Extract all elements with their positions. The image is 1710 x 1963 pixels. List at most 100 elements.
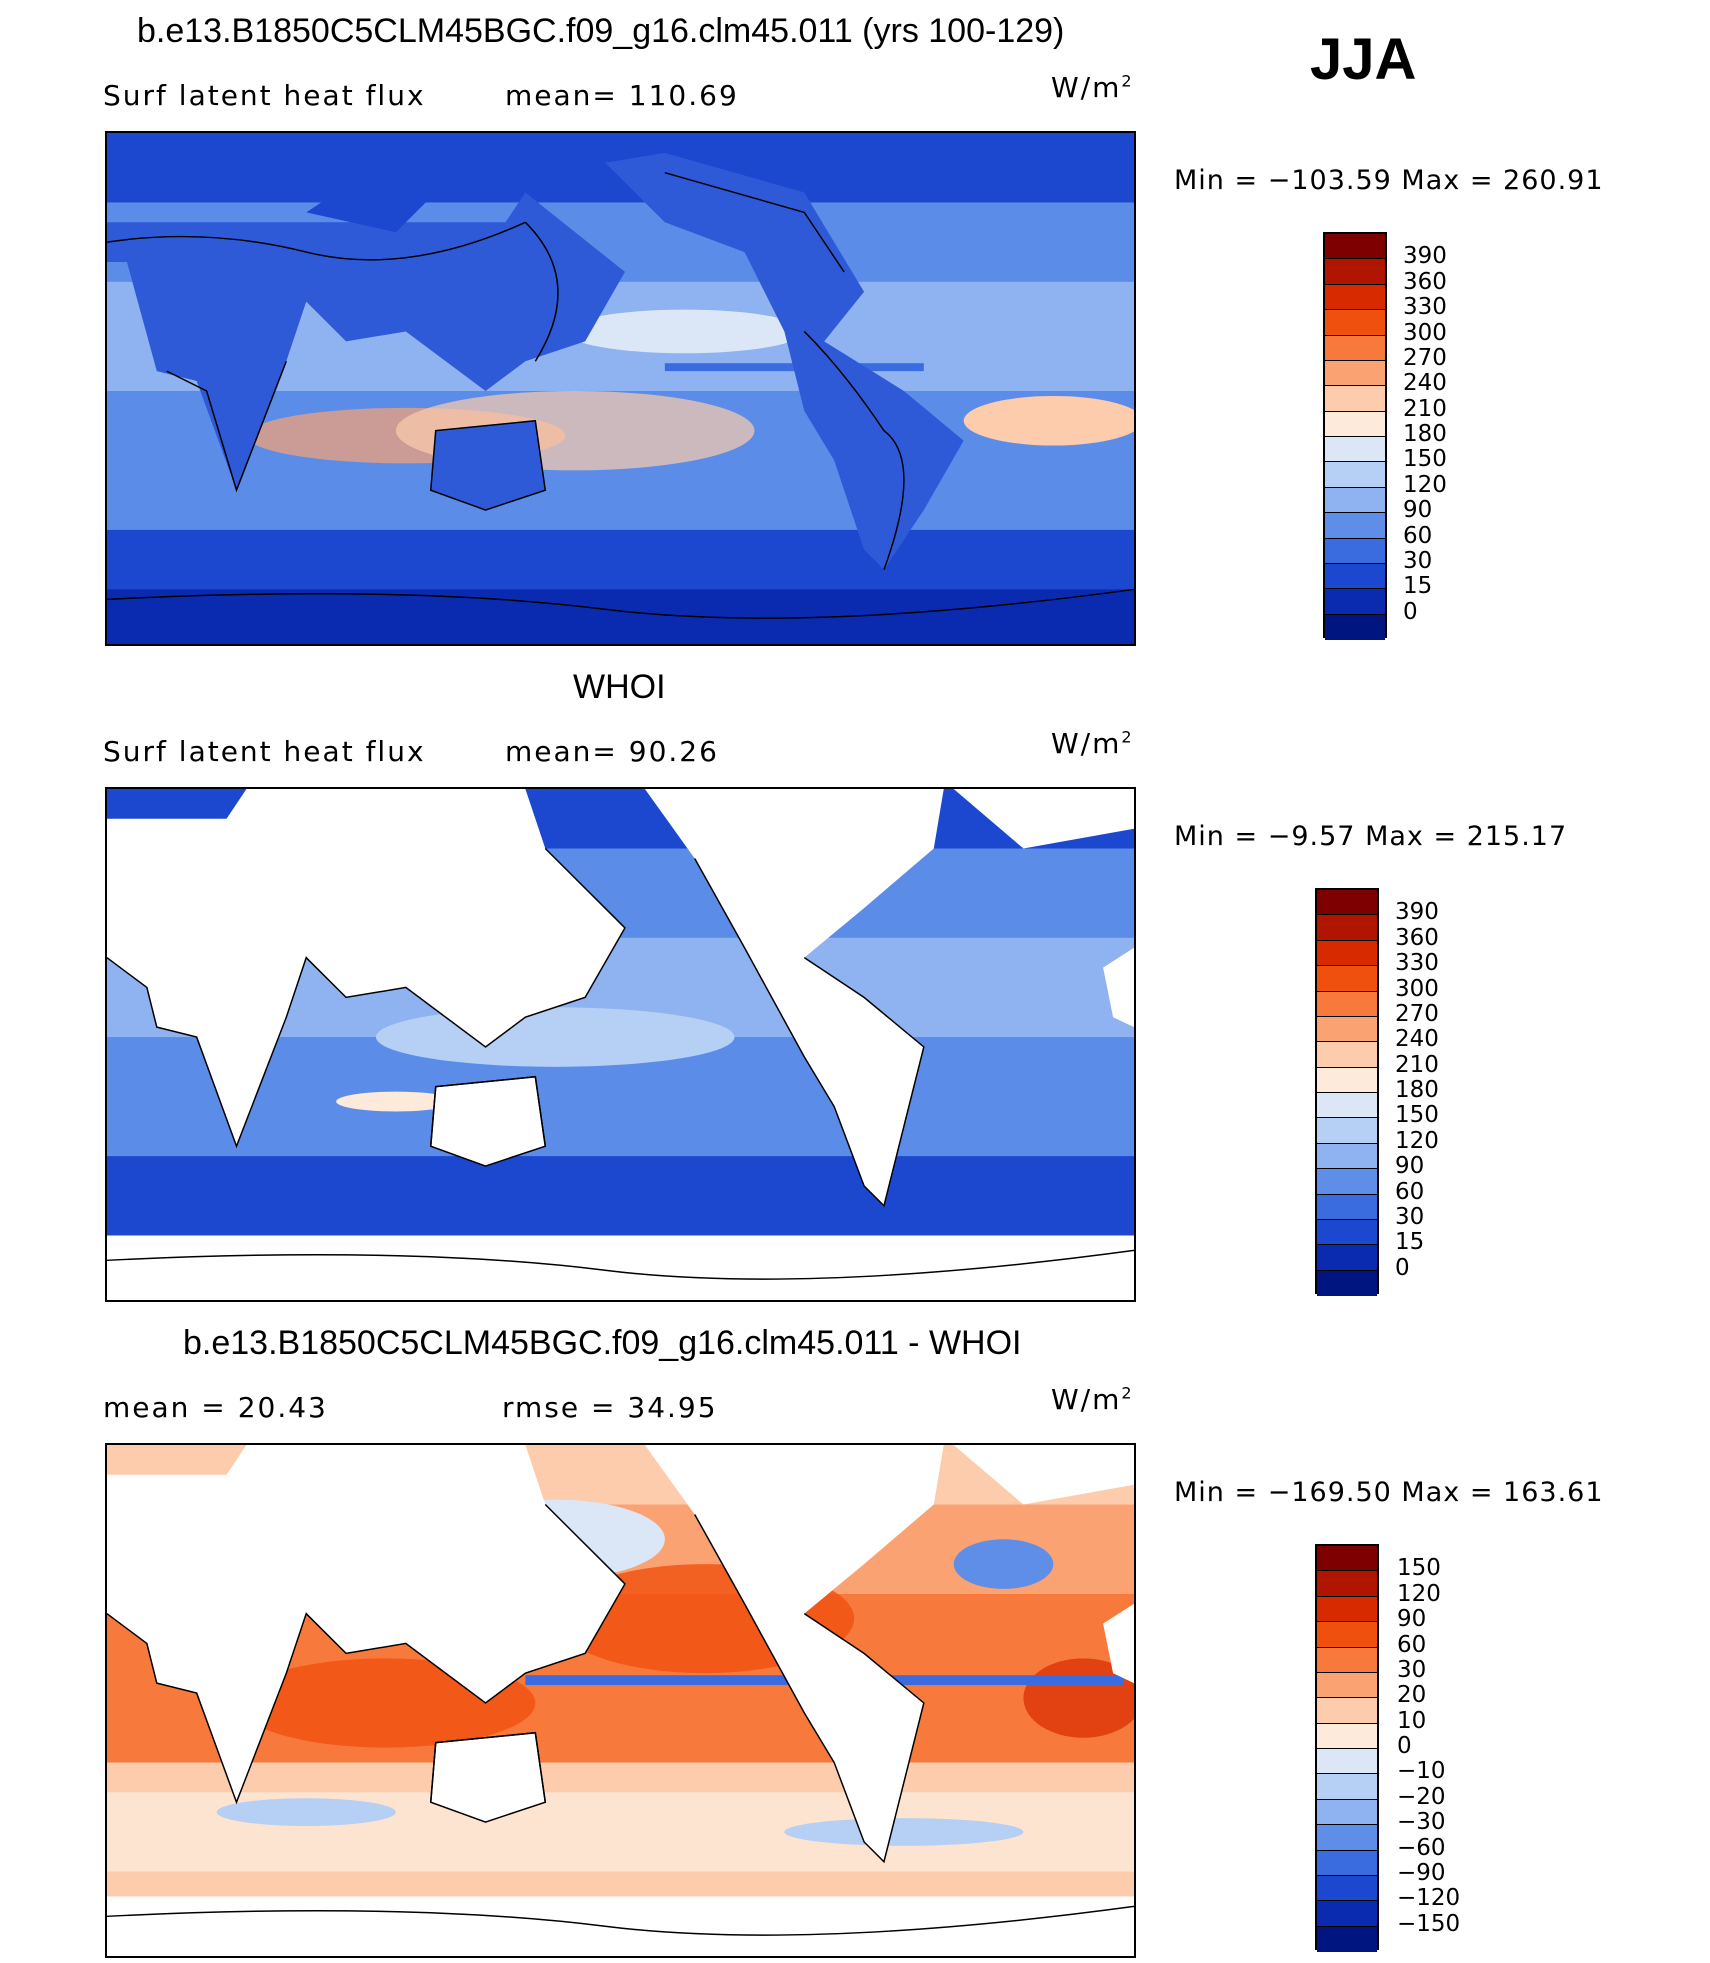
panel-title: b.e13.B1850C5CLM45BGC.f09_g16.clm45.011 … bbox=[183, 1324, 1022, 1362]
colorbar-tick-label: 0 bbox=[1397, 1733, 1412, 1759]
model-map bbox=[105, 131, 1136, 646]
colorbar-tick-label: 0 bbox=[1395, 1254, 1410, 1281]
colorbar-box bbox=[1317, 1799, 1377, 1826]
colorbar-box bbox=[1317, 1118, 1377, 1144]
colorbar-box bbox=[1317, 1546, 1377, 1572]
colorbar-box bbox=[1317, 1875, 1377, 1902]
variable-label: Surf latent heat flux bbox=[103, 735, 426, 768]
colorbar-tick-label: 360 bbox=[1403, 268, 1447, 295]
colorbar-box bbox=[1317, 1926, 1377, 1952]
colorbar-box bbox=[1317, 1219, 1377, 1246]
colorbar-tick-label: 90 bbox=[1395, 1153, 1425, 1180]
colorbar-tick-label: 150 bbox=[1397, 1555, 1441, 1582]
colorbar-box bbox=[1317, 991, 1377, 1017]
colorbar-tick-label: 240 bbox=[1403, 370, 1447, 397]
min-max-label: Min = −169.50 Max = 163.61 bbox=[1174, 1477, 1604, 1508]
colorbar-tick-label: 270 bbox=[1403, 344, 1447, 371]
colorbar-tick-label: 15 bbox=[1403, 573, 1433, 600]
colorbar-box bbox=[1317, 1647, 1377, 1673]
colorbar-box bbox=[1317, 1270, 1377, 1296]
colorbar-box bbox=[1325, 538, 1385, 564]
colorbar-box bbox=[1325, 360, 1385, 387]
colorbar-tick-label: 120 bbox=[1395, 1127, 1439, 1154]
colorbar-box bbox=[1325, 386, 1385, 412]
difference-map bbox=[105, 1443, 1136, 1958]
colorbar-box bbox=[1317, 1825, 1377, 1851]
colorbar-box bbox=[1317, 1143, 1377, 1170]
colorbar-tick-label: 60 bbox=[1395, 1178, 1425, 1205]
colorbar-tick-label: 360 bbox=[1395, 924, 1439, 951]
colorbar-box bbox=[1317, 1901, 1377, 1927]
colorbar-box bbox=[1325, 335, 1385, 361]
colorbar-box bbox=[1325, 284, 1385, 311]
colorbar-tick-label: −150 bbox=[1397, 1910, 1461, 1937]
colorbar-tick-label: −20 bbox=[1397, 1783, 1446, 1810]
season-label: JJA bbox=[1310, 27, 1417, 92]
panel-title: WHOI bbox=[573, 668, 666, 706]
colorbar-tick-label: 20 bbox=[1397, 1682, 1427, 1709]
colorbar-tick-label: 210 bbox=[1403, 395, 1447, 422]
colorbar-tick-label: 330 bbox=[1403, 294, 1447, 321]
colorbar-box bbox=[1317, 966, 1377, 992]
colorbar-tick-label: 300 bbox=[1403, 319, 1447, 346]
colorbar-tick-label: 90 bbox=[1403, 497, 1433, 524]
units-label: W/m2 bbox=[1051, 1383, 1134, 1416]
colorbar-box bbox=[1317, 1596, 1377, 1623]
colorbar-tick-label: 10 bbox=[1397, 1707, 1427, 1734]
colorbar-tick-label: 180 bbox=[1395, 1077, 1439, 1103]
rmse-label: rmse = 34.95 bbox=[502, 1391, 718, 1424]
colorbar-box bbox=[1317, 1672, 1377, 1699]
colorbar-box bbox=[1317, 915, 1377, 941]
colorbar-tick-label: 270 bbox=[1395, 1000, 1439, 1027]
colorbar-box bbox=[1325, 310, 1385, 336]
variable-label: Surf latent heat flux bbox=[103, 79, 426, 112]
colorbar-tick-label: 300 bbox=[1395, 975, 1439, 1002]
colorbar-tick-label: 120 bbox=[1397, 1580, 1441, 1607]
colorbar-box bbox=[1317, 940, 1377, 967]
colorbar-box bbox=[1317, 1245, 1377, 1271]
colorbar-box bbox=[1317, 1850, 1377, 1876]
colorbar-tick-label: 150 bbox=[1403, 446, 1447, 473]
colorbar-tick-label: 0 bbox=[1403, 598, 1418, 625]
colorbar-tick-label: 30 bbox=[1395, 1203, 1425, 1230]
colorbar-box bbox=[1317, 1749, 1377, 1775]
colorbar-tick-label: −120 bbox=[1397, 1885, 1461, 1912]
colorbar-box bbox=[1317, 1169, 1377, 1195]
colorbar-tick-label: 180 bbox=[1403, 421, 1447, 447]
colorbar-box bbox=[1325, 411, 1385, 437]
colorbar-tick-label: 15 bbox=[1395, 1229, 1425, 1256]
colorbar-box bbox=[1325, 259, 1385, 285]
colorbar-tick-label: −30 bbox=[1397, 1809, 1446, 1836]
colorbar-box bbox=[1317, 1016, 1377, 1043]
colorbar-tick-label: 150 bbox=[1395, 1102, 1439, 1129]
colorbar-box bbox=[1317, 1571, 1377, 1597]
colorbar-box bbox=[1317, 1093, 1377, 1119]
min-max-label: Min = −9.57 Max = 215.17 bbox=[1174, 821, 1568, 852]
colorbar-tick-label: 30 bbox=[1397, 1656, 1427, 1683]
colorbar-box bbox=[1325, 462, 1385, 488]
min-max-label: Min = −103.59 Max = 260.91 bbox=[1174, 165, 1604, 196]
units-label: W/m2 bbox=[1051, 727, 1134, 760]
mean-label: mean = 20.43 bbox=[103, 1391, 328, 1424]
colorbar-box bbox=[1317, 1042, 1377, 1068]
colorbar-box bbox=[1325, 234, 1385, 260]
colorbar bbox=[1315, 888, 1379, 1296]
mean-label: mean= 90.26 bbox=[505, 735, 719, 768]
colorbar-box bbox=[1325, 563, 1385, 590]
units-label: W/m2 bbox=[1051, 71, 1134, 104]
colorbar-box bbox=[1317, 1194, 1377, 1220]
colorbar-tick-label: −60 bbox=[1397, 1834, 1446, 1861]
colorbar bbox=[1323, 232, 1387, 640]
colorbar-tick-label: −10 bbox=[1397, 1758, 1446, 1785]
colorbar-tick-label: 120 bbox=[1403, 471, 1447, 498]
colorbar-box bbox=[1317, 1698, 1377, 1724]
colorbar-box bbox=[1325, 487, 1385, 514]
colorbar-box bbox=[1317, 1723, 1377, 1749]
panel-title: b.e13.B1850C5CLM45BGC.f09_g16.clm45.011 … bbox=[137, 12, 1065, 50]
colorbar-tick-label: 330 bbox=[1395, 950, 1439, 977]
colorbar-tick-label: 30 bbox=[1403, 547, 1433, 574]
mean-label: mean= 110.69 bbox=[505, 79, 739, 112]
colorbar-box bbox=[1325, 437, 1385, 463]
colorbar-box bbox=[1325, 614, 1385, 640]
colorbar-box bbox=[1317, 890, 1377, 916]
